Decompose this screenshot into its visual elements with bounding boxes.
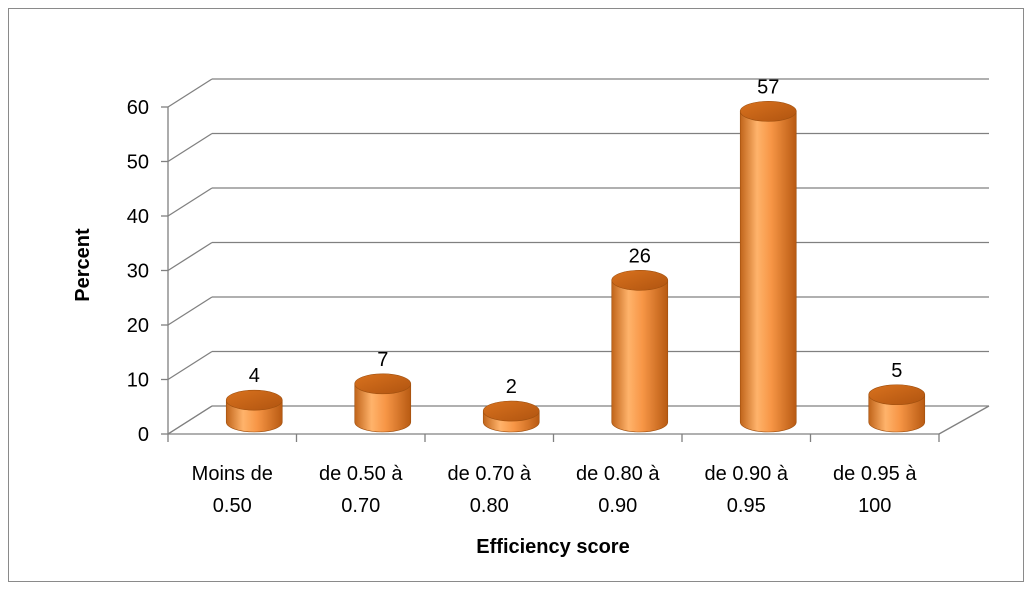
y-tick-label: 50 <box>127 152 149 174</box>
data-label: 26 <box>629 245 651 267</box>
data-label: 5 <box>891 360 902 382</box>
data-label: 57 <box>757 76 779 98</box>
x-axis-title: Efficiency score <box>476 536 629 558</box>
y-tick-label: 40 <box>127 206 149 228</box>
chart-frame: 0 10 20 30 40 50 60 4 Moins de 0.50 7 de 0.50 à 0.70… <box>8 8 1024 582</box>
axes <box>161 106 990 442</box>
gridlines <box>167 78 989 435</box>
bar-top-cap <box>482 400 540 422</box>
bar-top-cap <box>868 384 926 406</box>
bar <box>739 111 797 433</box>
y-tick-label: 20 <box>127 315 149 337</box>
y-tick-label: 0 <box>138 424 149 446</box>
floor-edge <box>938 405 990 435</box>
bar <box>611 280 669 433</box>
y-tick-label: 30 <box>127 261 149 283</box>
gridline-side <box>167 187 213 217</box>
labels: 0 10 20 30 40 50 60 4 Moins de 0.50 7 de 0.50 à 0.70… <box>127 76 918 517</box>
x-tick-label: de 0.50 à <box>319 463 403 485</box>
floor-edge-left <box>167 405 213 435</box>
bar-top-cap <box>225 389 283 411</box>
x-tick-label: 0.80 <box>470 495 509 517</box>
x-tick-label: de 0.95 à <box>833 463 917 485</box>
gridline-side <box>167 296 213 326</box>
bar-top-cap <box>611 269 669 291</box>
x-tick-label: 0.95 <box>727 495 766 517</box>
bars <box>225 101 926 433</box>
bar-chart: 0 10 20 30 40 50 60 4 Moins de 0.50 7 de 0.50 à 0.70… <box>72 76 990 558</box>
y-tick-label: 10 <box>127 370 149 392</box>
y-axis-title: Percent <box>72 228 94 302</box>
bar <box>868 394 926 433</box>
data-label: 7 <box>377 349 388 371</box>
gridline-side <box>167 132 213 163</box>
x-tick-label: de 0.90 à <box>705 463 789 485</box>
x-tick-label: de 0.80 à <box>576 463 660 485</box>
x-tick-label: 0.90 <box>598 495 637 517</box>
x-tick-label: 0.70 <box>341 495 380 517</box>
gridline-side <box>167 241 213 272</box>
bar-top-cap <box>354 373 412 395</box>
x-tick-label: 100 <box>858 495 891 517</box>
x-tick-label: Moins de <box>192 463 273 485</box>
x-tick-label: de 0.70 à <box>448 463 532 485</box>
x-tick-label: 0.50 <box>213 495 252 517</box>
data-label: 4 <box>249 365 260 387</box>
y-tick-label: 60 <box>127 97 149 119</box>
data-label: 2 <box>506 376 517 398</box>
bar-top-cap <box>739 101 797 122</box>
gridline-side <box>167 78 213 108</box>
gridline-side <box>167 350 213 381</box>
bar <box>354 383 412 433</box>
